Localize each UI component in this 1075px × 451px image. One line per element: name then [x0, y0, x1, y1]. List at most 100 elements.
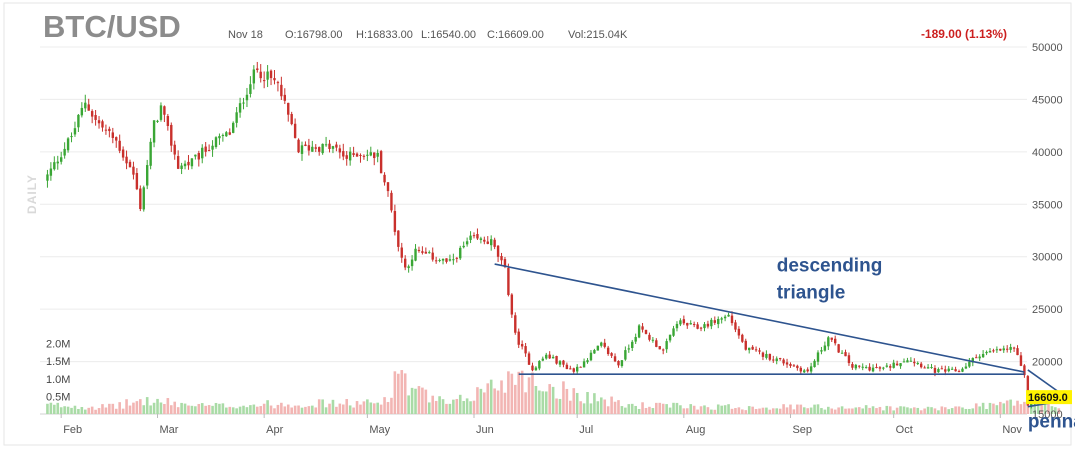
- volume-bar: [734, 408, 737, 414]
- volume-bar: [603, 399, 607, 414]
- volume-bar: [895, 407, 899, 414]
- volume-bar: [813, 404, 816, 414]
- candle-body: [201, 147, 204, 159]
- volume-bar: [255, 406, 259, 414]
- volume-bar: [156, 398, 159, 414]
- volume-bar: [83, 409, 87, 414]
- candle-body: [190, 158, 194, 167]
- volume-bar: [331, 399, 335, 414]
- volume-bar: [534, 385, 538, 414]
- candle-body: [49, 168, 53, 176]
- volume-bar: [458, 394, 462, 414]
- volume-bar: [1019, 404, 1023, 414]
- volume-bar: [827, 406, 830, 414]
- candle-body: [400, 247, 403, 258]
- candle-body: [73, 128, 77, 135]
- date-tick-label: Aug: [686, 424, 706, 436]
- candle-body: [77, 114, 80, 128]
- volume-bar: [672, 402, 675, 414]
- candle-body: [813, 360, 816, 368]
- candle-body: [183, 163, 187, 167]
- date-tick-label: Nov: [1002, 424, 1022, 436]
- volume-bar: [59, 407, 63, 414]
- volume-bar: [510, 373, 514, 414]
- candle-body: [830, 337, 833, 340]
- volume-bar: [204, 405, 207, 414]
- candle-body: [1009, 347, 1012, 350]
- candle-body: [717, 318, 720, 325]
- volume-bar: [926, 406, 930, 414]
- candle-body: [765, 353, 768, 358]
- volume-bar: [311, 405, 314, 414]
- candle-body: [858, 365, 861, 367]
- volume-bar: [496, 390, 500, 414]
- volume-bar: [544, 391, 548, 414]
- candle-body: [128, 161, 132, 168]
- volume-bar: [610, 396, 613, 414]
- candle-body: [524, 346, 527, 354]
- volume-bar: [132, 402, 135, 414]
- candle-body: [462, 245, 465, 248]
- candle-body: [551, 356, 555, 359]
- volume-bar: [104, 407, 108, 414]
- candle-body: [104, 129, 108, 131]
- candle-body: [293, 123, 297, 138]
- volume-bar: [1016, 400, 1019, 414]
- candle-body: [706, 323, 710, 327]
- candle-body: [479, 238, 483, 240]
- volume-bar: [637, 408, 641, 414]
- volume-bar: [851, 408, 854, 414]
- symbol-title: BTC/USD: [43, 9, 181, 44]
- volume-bar: [861, 408, 865, 414]
- volume-bar: [699, 406, 703, 414]
- volume-bar: [620, 406, 624, 414]
- candle-body: [228, 132, 231, 135]
- candle-body: [847, 355, 851, 364]
- candle-body: [180, 165, 183, 169]
- volume-bar: [689, 404, 693, 414]
- candle-body: [300, 145, 304, 154]
- volume-bar: [558, 398, 562, 414]
- volume-bar: [713, 409, 717, 414]
- volume-bar: [397, 373, 400, 414]
- volume-bar: [228, 406, 232, 414]
- volume-tick-label: 2.0M: [46, 339, 70, 351]
- candle-body: [665, 341, 668, 350]
- candle-body: [603, 342, 606, 347]
- candle-body: [331, 146, 335, 149]
- volume-bar: [658, 402, 662, 414]
- candle-body: [1016, 348, 1019, 356]
- candle-body: [80, 107, 84, 116]
- candle-body: [637, 325, 641, 338]
- volume-bar: [304, 406, 307, 414]
- volume-bar: [868, 407, 871, 414]
- candle-body: [404, 258, 407, 268]
- candle-body: [410, 259, 414, 267]
- volume-bar: [706, 407, 710, 414]
- candle-body: [486, 241, 489, 244]
- volume-bar: [641, 402, 644, 414]
- candle-body: [84, 102, 87, 109]
- volume-bar: [520, 370, 524, 414]
- candle-body: [121, 149, 125, 158]
- candle-body: [744, 340, 747, 350]
- volume-bar: [840, 406, 844, 414]
- volume-bar: [149, 405, 152, 414]
- candle-body: [60, 157, 63, 162]
- candle-body: [538, 360, 541, 369]
- volume-bar: [276, 404, 280, 414]
- candle-body: [438, 260, 441, 262]
- volume-bar: [359, 404, 362, 414]
- candle-body: [428, 252, 431, 254]
- candle-body: [975, 357, 978, 359]
- candle-body: [930, 367, 933, 369]
- candle-body: [94, 115, 97, 120]
- volume-bar: [765, 407, 768, 414]
- candle-body: [273, 78, 276, 81]
- candle-body: [968, 361, 971, 367]
- volume-bar: [286, 404, 290, 414]
- candle-body: [864, 367, 868, 369]
- volume-bar: [682, 408, 686, 414]
- candle-body: [534, 367, 538, 371]
